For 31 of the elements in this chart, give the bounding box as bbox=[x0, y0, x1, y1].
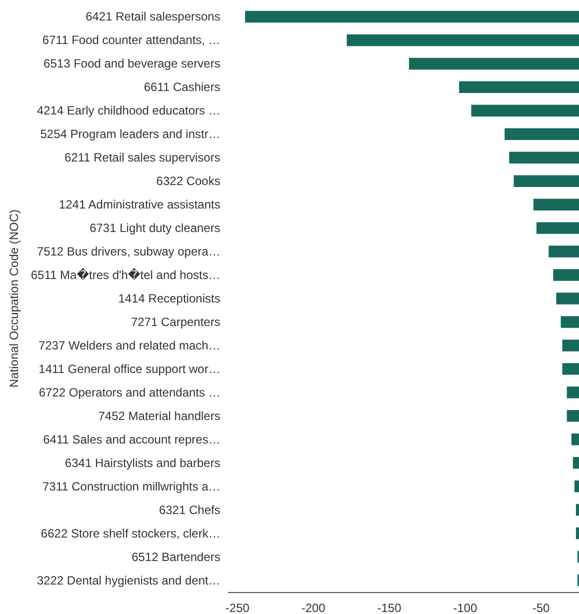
y-tick-label: 7452 Material handlers bbox=[98, 408, 220, 423]
y-tick-label: 6513 Food and beverage servers bbox=[44, 56, 220, 71]
y-tick-label: 6211 Retail sales supervisors bbox=[64, 150, 220, 165]
y-tick-label: 6512 Bartenders bbox=[132, 550, 220, 564]
y-tick-label: 1241 Administrative assistants bbox=[58, 198, 220, 212]
x-tick-label: -150 bbox=[377, 601, 402, 614]
y-tick-label: 3222 Dental hygienists and dent… bbox=[36, 573, 220, 588]
x-tick-label: -250 bbox=[225, 601, 250, 614]
y-tick-label: 6341 Hairstylists and barbers bbox=[64, 456, 220, 470]
y-tick-label: 4214 Early childhood educators … bbox=[36, 104, 220, 118]
y-tick-label: 6321 Chefs bbox=[158, 502, 220, 517]
y-tick-label: 6411 Sales and account repres… bbox=[43, 432, 220, 446]
y-tick-label: 1411 General office support wor… bbox=[38, 362, 220, 376]
y-tick-label: 6611 Cashiers bbox=[144, 80, 220, 94]
y-tick-label: 6421 Retail salespersons bbox=[86, 10, 220, 24]
y-tick-label: 6711 Food counter attendants, … bbox=[42, 33, 220, 48]
y-axis-title: National Occupation Code (NOC) bbox=[7, 209, 21, 388]
y-tick-label: 1414 Receptionists bbox=[118, 292, 220, 306]
y-tick-label: 6731 Light duty cleaners bbox=[90, 221, 220, 236]
y-tick-label: 6511 Ma�tres d'h�tel and hosts… bbox=[30, 268, 220, 282]
x-tick-label: -200 bbox=[301, 601, 326, 614]
y-tick-label: 7311 Construction millwrights a… bbox=[42, 479, 220, 494]
y-tick-label: 6622 Store shelf stockers, clerk… bbox=[40, 526, 220, 540]
y-tick-label: 7512 Bus drivers, subway opera… bbox=[36, 244, 220, 259]
y-tick-label: 6322 Cooks bbox=[156, 174, 220, 188]
y-tick-label: 7237 Welders and related mach… bbox=[38, 338, 220, 352]
x-tick-label: -100 bbox=[453, 601, 478, 614]
y-tick-label: 5254 Program leaders and instr… bbox=[40, 127, 220, 142]
y-tick-label: 6722 Operators and attendants … bbox=[38, 385, 220, 400]
y-tick-label: 7271 Carpenters bbox=[130, 314, 220, 329]
x-tick-label: -50 bbox=[532, 601, 550, 614]
